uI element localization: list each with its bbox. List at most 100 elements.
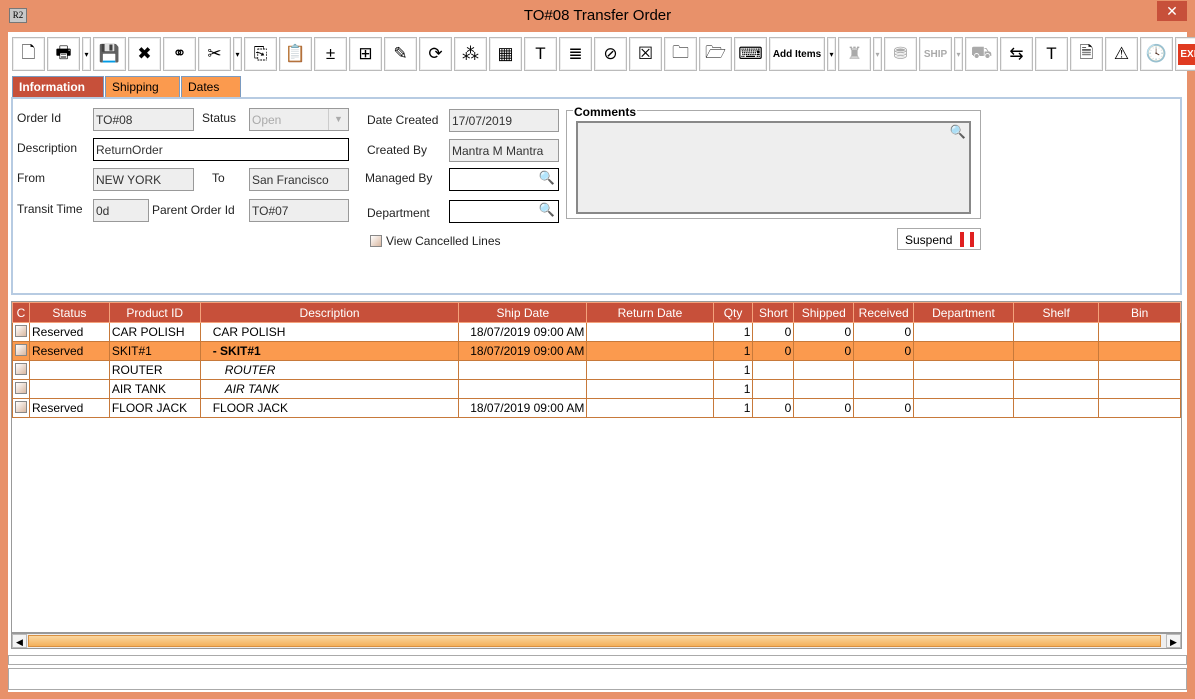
checkbox-cell[interactable] [12,379,30,399]
table-row[interactable]: Reserved SKIT#1- SKIT#1 18/07/2019 09:00 A… [12,341,1181,361]
checkbox-cell[interactable] [12,322,30,342]
dropdown-arrow-icon[interactable]: ▾ [873,37,882,71]
column-header[interactable]: Qty [712,302,754,323]
column-header[interactable]: Short [752,302,795,323]
paste-button[interactable]: 📋 [279,37,312,71]
column-header[interactable]: Return Date [586,302,714,323]
scrollbar-thumb[interactable] [28,635,1161,647]
exit-button[interactable]: EXIT [1175,37,1195,71]
column-header[interactable]: Shipped [793,302,855,323]
desc-cell: AIR TANK [199,379,460,399]
find-button[interactable]: ⚭ [163,37,196,71]
column-header[interactable]: Department [913,302,1014,323]
created-by-field: Mantra M Mantra [449,139,559,162]
from-label: From [17,171,45,185]
add-sub-line-button[interactable]: ⊞ [349,37,382,71]
tab-information[interactable]: Information [12,76,104,97]
add-items-button[interactable]: Add Items [769,37,825,71]
edit-button[interactable]: ✎ [384,37,417,71]
column-header[interactable]: Shelf [1012,302,1100,323]
column-header[interactable]: Description [199,302,460,323]
shelf-cell [1012,379,1100,399]
copy-button[interactable]: ⎘ [244,37,277,71]
column-header[interactable]: Bin [1098,302,1181,323]
transfer-button[interactable]: ⇆ [1000,37,1033,71]
checkbox-cell[interactable] [12,360,30,380]
column-header[interactable]: Status [29,302,110,323]
dropdown-arrow-icon[interactable]: ▾ [82,37,91,71]
status-cell [29,379,110,399]
suspend-button[interactable]: Suspend [897,228,981,250]
search-icon[interactable]: 🔍 [538,202,555,217]
add-line-button[interactable]: ± [314,37,347,71]
scroll-right-icon[interactable]: ▶ [1166,634,1181,648]
truck-button[interactable]: ⛟ [965,37,998,71]
column-header[interactable]: Ship Date [458,302,588,323]
comments-textarea[interactable]: 🔍 [576,121,971,214]
row-checkbox[interactable] [15,381,27,394]
table-row[interactable]: Reserved FLOOR JACK FLOOR JACK 18/07/2019 0… [12,398,1181,418]
row-checkbox[interactable] [15,400,27,413]
managed-by-input[interactable]: 🔍 [449,168,559,191]
department-cell [913,379,1014,399]
delete-document-button[interactable]: ☒ [629,37,662,71]
search-icon[interactable]: 🔍 [538,170,555,185]
folder-clock-button[interactable]: 🗁 [699,37,732,71]
order-id-field: TO#08 [93,108,194,131]
description-input[interactable]: ReturnOrder [93,138,349,161]
view-cancelled-checkbox[interactable] [370,235,382,247]
table-row[interactable]: Reserved CAR POLISH CAR POLISH 18/07/2019 0… [12,322,1181,342]
query-button[interactable]: ⁂ [454,37,487,71]
parent-order-label: Parent Order Id [152,203,235,217]
checkbox-cell[interactable] [12,341,30,361]
warning-document-button[interactable]: ⚠ [1105,37,1138,71]
table-row[interactable]: AIR TANK AIR TANK 1 [12,379,1181,399]
file-button[interactable]: 🗀 [664,37,697,71]
dropdown-arrow-icon[interactable]: ▾ [233,37,242,71]
table-row[interactable]: ROUTER ROUTER 1 [12,360,1181,380]
cancel-button[interactable]: ⊘ [594,37,627,71]
tab-dates[interactable]: Dates [181,76,241,97]
receive-button[interactable]: ♜ [838,37,871,71]
department-cell [913,398,1014,418]
print-button[interactable]: 🖶 [47,37,80,71]
ret-cell [586,322,714,342]
tab-shipping[interactable]: Shipping [105,76,180,97]
row-checkbox[interactable] [15,343,27,356]
notes-clock-button[interactable]: 🕓 [1140,37,1173,71]
scroll-left-icon[interactable]: ◀ [12,634,27,648]
horizontal-scrollbar[interactable]: ◀ ▶ [11,633,1182,649]
dropdown-arrow-icon[interactable]: ▾ [827,37,836,71]
column-header[interactable]: Received [853,302,915,323]
refresh-button[interactable]: ⟳ [419,37,452,71]
created-by-label: Created By [367,143,428,157]
dropdown-arrow-icon[interactable]: ▾ [954,37,963,71]
chevron-down-icon[interactable]: ▼ [328,109,348,130]
new-button[interactable]: 🗋 [12,37,45,71]
short-cell: 0 [752,398,795,418]
key-button[interactable]: ⌨ [734,37,767,71]
close-button[interactable]: ✕ [1157,1,1187,21]
column-header[interactable]: Product ID [108,302,201,323]
bin-cell [1098,360,1181,380]
search-icon[interactable]: 🔍 [949,124,966,139]
cut-button[interactable]: ✂ [198,37,231,71]
description-label: Description [17,141,78,155]
delete-button[interactable]: ✖ [128,37,161,71]
order-id-label: Order Id [17,111,62,125]
checkbox-cell[interactable] [12,398,30,418]
row-checkbox[interactable] [15,362,27,375]
department-input[interactable]: 🔍 [449,200,559,223]
row-checkbox[interactable] [15,324,27,337]
status-select[interactable]: Open ▼ [249,108,349,131]
asset-button[interactable]: ▦ [489,37,522,71]
save-button[interactable]: 💾 [93,37,126,71]
pick-button[interactable]: ⛃ [884,37,917,71]
column-header[interactable]: C [12,302,30,323]
document-button[interactable]: 🗎 [1070,37,1103,71]
label-button[interactable]: T [524,37,557,71]
ship-button[interactable]: SHIP [919,37,952,71]
misc-button[interactable]: ≣ [559,37,592,71]
report-button[interactable]: T [1035,37,1068,71]
transit-time-label: Transit Time [17,202,83,216]
